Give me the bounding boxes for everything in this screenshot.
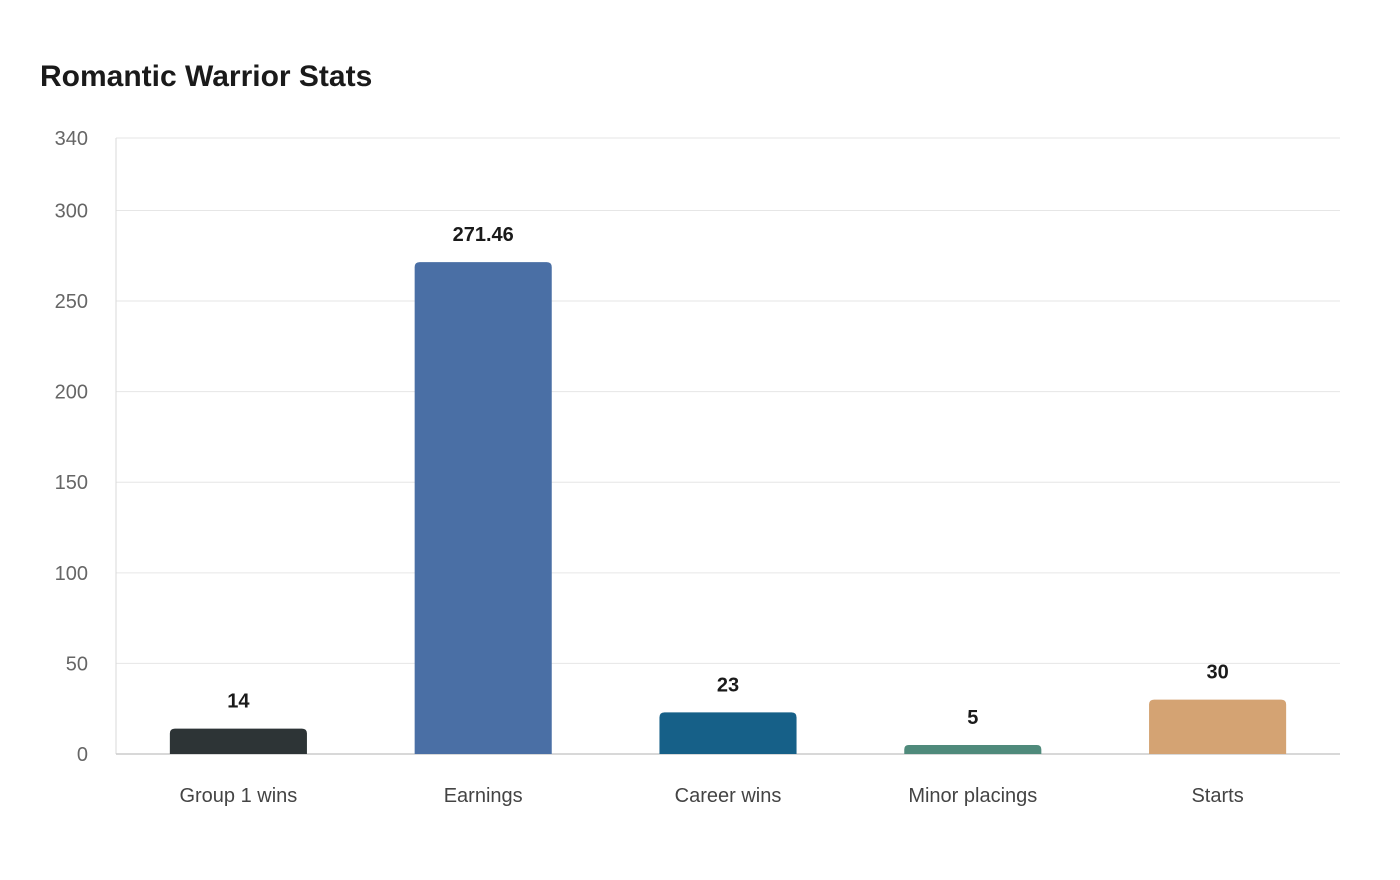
data-label: 14 <box>227 691 250 713</box>
category-labels: Group 1 wins Earnings Career wins Minor pla… <box>179 785 1243 807</box>
chart-title: Romantic Warrior Stats <box>40 60 373 93</box>
data-labels: 14 271.46 23 5 30 <box>227 224 1228 729</box>
y-tick-label: 150 <box>55 472 88 494</box>
data-label: 23 <box>717 674 739 696</box>
y-tick-label: 300 <box>55 200 88 222</box>
y-tick-labels: 0 50 100 150 200 250 300 340 <box>55 128 88 766</box>
x-tick-label: Minor placings <box>908 785 1037 807</box>
y-tick-label: 340 <box>55 128 88 150</box>
x-tick-label: Earnings <box>444 785 523 807</box>
axes <box>115 138 1340 755</box>
bar <box>1149 699 1287 754</box>
bar <box>414 262 552 754</box>
bar <box>169 728 307 754</box>
y-tick-label: 200 <box>55 382 88 404</box>
data-label: 30 <box>1206 662 1228 684</box>
x-tick-label: Career wins <box>675 785 782 807</box>
grid-lines <box>116 137 1340 664</box>
bars <box>169 262 1287 754</box>
data-label: 271.46 <box>453 224 514 246</box>
bar <box>659 712 797 754</box>
x-tick-label: Starts <box>1191 785 1243 807</box>
y-tick-label: 50 <box>66 653 88 675</box>
x-tick-label: Group 1 wins <box>179 785 297 807</box>
y-tick-label: 100 <box>55 563 88 585</box>
data-label: 5 <box>967 707 978 729</box>
y-tick-label: 250 <box>55 291 88 313</box>
bar <box>904 744 1042 754</box>
y-tick-label: 0 <box>77 744 88 766</box>
